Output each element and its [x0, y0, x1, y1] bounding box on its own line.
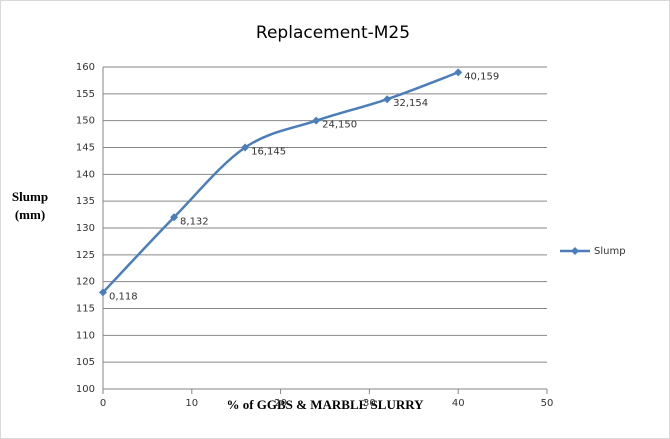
- y-axis-label: (mm): [15, 207, 45, 222]
- data-label: 40,159: [464, 71, 499, 82]
- x-tick-label: 40: [452, 398, 465, 409]
- point: [383, 95, 392, 104]
- data-label: 8,132: [180, 216, 209, 227]
- y-tick-label: 130: [76, 223, 95, 234]
- point: [99, 288, 107, 297]
- x-tick-label: 20: [274, 398, 287, 409]
- y-tick-label: 160: [76, 62, 95, 73]
- point: [170, 213, 179, 222]
- y-tick-label: 120: [76, 277, 95, 288]
- point: [312, 116, 321, 125]
- point: [454, 68, 463, 77]
- legend-marker: [571, 247, 579, 255]
- data-label: 16,145: [251, 147, 286, 158]
- y-tick-label: 155: [76, 89, 95, 100]
- data-label: 0,118: [109, 291, 138, 302]
- x-tick-label: 0: [100, 398, 106, 409]
- y-tick-label: 145: [76, 143, 95, 154]
- y-tick-label: 150: [76, 116, 95, 127]
- y-tick-label: 140: [76, 169, 95, 180]
- data-label: 32,154: [393, 98, 428, 109]
- x-tick-label: 50: [541, 398, 554, 409]
- point: [241, 143, 250, 152]
- y-tick-label: 125: [76, 250, 95, 261]
- y-tick-label: 110: [76, 330, 95, 341]
- x-tick-label: 30: [363, 398, 376, 409]
- data-label: 24,150: [322, 120, 357, 131]
- x-axis-label: % of GGBS & MARBLE SLURRY: [226, 397, 424, 412]
- legend-label: Slump: [594, 246, 626, 257]
- y-tick-label: 100: [76, 384, 95, 395]
- y-tick-label: 115: [76, 304, 95, 315]
- y-axis-label: Slump: [12, 189, 48, 204]
- y-tick-label: 135: [76, 196, 95, 207]
- y-tick-label: 105: [76, 357, 95, 368]
- chart-title: Replacement-M25: [256, 23, 410, 43]
- x-tick-label: 10: [185, 398, 198, 409]
